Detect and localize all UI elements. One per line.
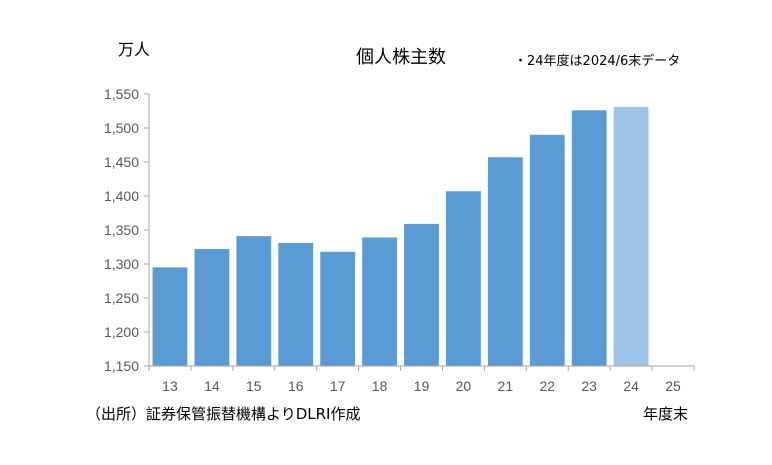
bar-13 <box>152 267 188 366</box>
x-tick-label: 18 <box>372 378 388 394</box>
x-tick-label: 14 <box>204 378 220 394</box>
bar-22 <box>529 134 565 366</box>
x-tick-label: 24 <box>623 378 639 394</box>
x-tick-label: 22 <box>539 378 555 394</box>
source-note: （出所）証券保管振替機構よりDLRI作成 <box>86 405 361 423</box>
y-axis-unit-label: 万人 <box>118 40 151 59</box>
y-tick-label: 1,350 <box>104 222 139 238</box>
bar-21 <box>487 157 523 366</box>
x-tick-label: 16 <box>288 378 304 394</box>
x-tick-label: 21 <box>498 378 514 394</box>
bar-23 <box>571 110 607 366</box>
bar-24 <box>613 106 649 367</box>
chart-title: 個人株主数 <box>356 47 446 68</box>
y-tick-label: 1,450 <box>104 154 139 170</box>
y-tick-label: 1,150 <box>104 358 139 374</box>
y-tick-label: 1,500 <box>104 120 139 136</box>
y-tick-label: 1,300 <box>104 256 139 272</box>
bar-15 <box>236 236 272 366</box>
bar-16 <box>278 242 314 366</box>
bar-14 <box>194 249 230 366</box>
bar-19 <box>404 223 439 366</box>
y-tick-label: 1,400 <box>104 188 139 204</box>
x-axis-unit-label: 年度末 <box>643 405 689 423</box>
bar-18 <box>362 237 397 366</box>
x-tick-label: 13 <box>162 378 178 394</box>
y-tick-label: 1,550 <box>104 86 139 102</box>
x-tick-label: 20 <box>456 378 472 394</box>
chart-note: ・24年度は2024/6末データ <box>514 54 681 69</box>
bar-17 <box>320 251 356 366</box>
x-tick-label: 25 <box>665 378 681 394</box>
x-tick-label: 23 <box>581 378 597 394</box>
x-tick-label: 15 <box>246 378 262 394</box>
bar-20 <box>446 191 481 366</box>
x-tick-label: 17 <box>330 378 346 394</box>
y-tick-label: 1,250 <box>104 290 139 306</box>
x-tick-label: 19 <box>414 378 430 394</box>
y-tick-label: 1,200 <box>104 324 139 340</box>
